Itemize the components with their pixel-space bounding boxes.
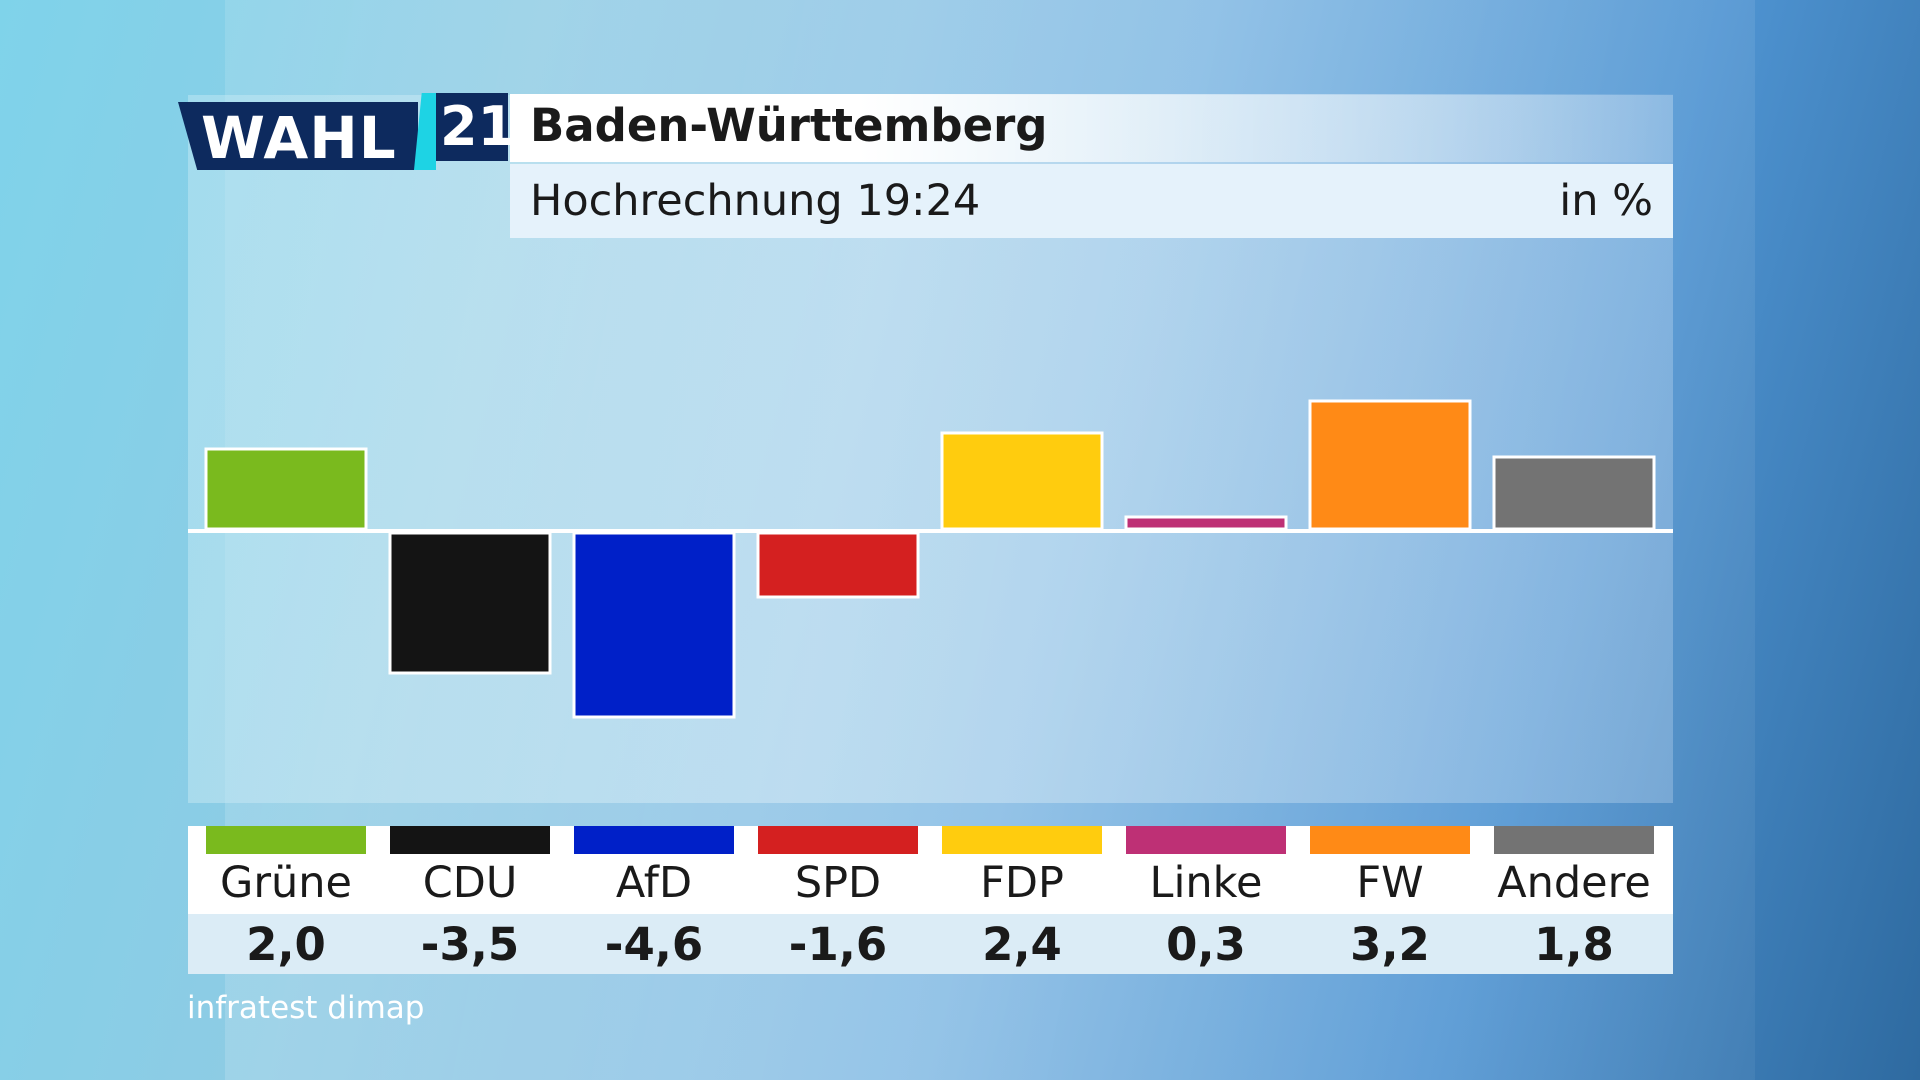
legend-swatch [1494, 826, 1654, 854]
legend-swatch [758, 826, 918, 854]
legend-party-value: -1,6 [788, 918, 888, 971]
legend-party-value: -4,6 [604, 918, 704, 971]
value-row-background [188, 914, 1673, 974]
legend-party-name: Linke [1149, 858, 1263, 908]
chart-subtitle: Hochrechnung 19:24 [530, 176, 981, 226]
chart-title: Baden-Württemberg [530, 99, 1048, 152]
bar-linke [1124, 515, 1288, 531]
legend-party-value: 0,3 [1166, 918, 1246, 971]
bar-afd [572, 531, 736, 719]
legend-party-value: 2,0 [246, 918, 326, 971]
party-legend-table: Grüne 2,0 CDU -3,5 AfD -4,6 SPD -1,6 FDP 2,4 Linke… [188, 826, 1673, 974]
wahl-logo-text: WAHL [201, 104, 397, 172]
legend-item-grne: Grüne 2,0 [206, 826, 366, 974]
legend-item-afd: AfD -4,6 [574, 826, 734, 974]
legend-item-fw: FW 3,2 [1310, 826, 1470, 974]
legend-item-fdp: FDP 2,4 [942, 826, 1102, 974]
legend-swatch [574, 826, 734, 854]
unit-label: in % [1559, 176, 1653, 226]
legend-swatch [206, 826, 366, 854]
legend-swatch [942, 826, 1102, 854]
legend-swatch [1310, 826, 1470, 854]
legend-party-name: Grüne [220, 858, 352, 908]
bar-grne [204, 447, 368, 531]
bar-fw [1308, 399, 1472, 531]
title-bar: Baden-Württemberg [510, 94, 1673, 162]
legend-party-name: AfD [615, 858, 693, 908]
legend-item-spd: SPD -1,6 [758, 826, 918, 974]
legend-swatch [1126, 826, 1286, 854]
legend-party-name: Andere [1497, 858, 1651, 908]
bar-cdu [388, 531, 552, 675]
wahl-logo: WAHL [178, 102, 418, 170]
legend-party-value: -3,5 [420, 918, 520, 971]
legend-party-name: CDU [422, 858, 518, 908]
legend-item-linke: Linke 0,3 [1126, 826, 1286, 974]
source-label: infratest dimap [187, 990, 425, 1026]
bar-fdp [940, 431, 1104, 531]
legend-party-value: 3,2 [1350, 918, 1430, 971]
legend-item-andere: Andere 1,8 [1494, 826, 1654, 974]
wahl-year-badge: 21 [436, 93, 515, 161]
legend-swatch [390, 826, 550, 854]
subtitle-bar: Hochrechnung 19:24 in % [510, 164, 1673, 238]
legend-item-cdu: CDU -3,5 [390, 826, 550, 974]
legend-party-value: 1,8 [1534, 918, 1614, 971]
legend-party-name: FW [1356, 858, 1424, 908]
bar-andere [1492, 455, 1656, 531]
bar-spd [756, 531, 920, 599]
legend-party-value: 2,4 [982, 918, 1062, 971]
legend-party-name: SPD [794, 858, 882, 908]
wahl-year-text: 21 [440, 95, 516, 158]
legend-party-name: FDP [980, 858, 1064, 908]
